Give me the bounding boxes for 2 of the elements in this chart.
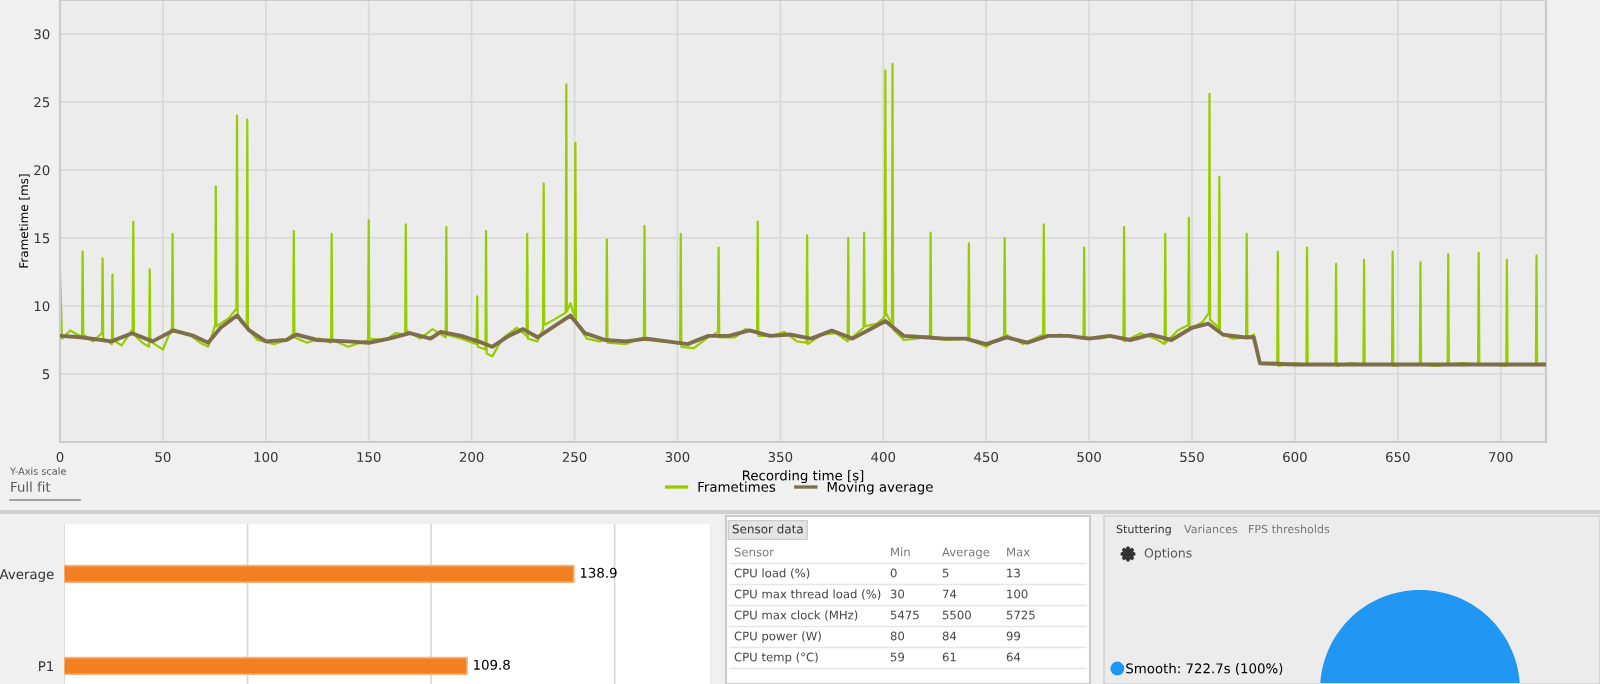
line-series <box>60 313 1546 367</box>
line-series <box>60 62 1546 367</box>
